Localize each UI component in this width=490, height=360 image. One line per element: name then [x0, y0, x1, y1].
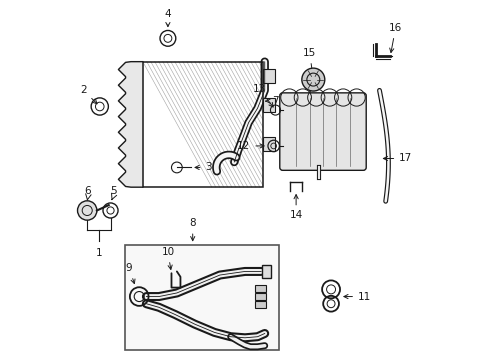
Bar [125, 244, 279, 350]
Text: 11: 11 [344, 292, 371, 302]
Polygon shape [119, 62, 143, 187]
Bar [263, 98, 275, 112]
Bar [143, 62, 263, 187]
Text: 15: 15 [303, 48, 317, 76]
Bar [263, 137, 275, 151]
Text: 3: 3 [195, 162, 212, 172]
Text: 4: 4 [165, 9, 171, 27]
Text: 8: 8 [190, 219, 196, 241]
Circle shape [77, 201, 97, 220]
Circle shape [302, 68, 325, 91]
Text: 7: 7 [266, 96, 278, 106]
Text: 12: 12 [237, 141, 264, 151]
Text: 9: 9 [126, 263, 135, 284]
Text: 16: 16 [389, 23, 402, 53]
Bar [255, 293, 266, 300]
Bar [255, 301, 266, 308]
Bar [263, 69, 275, 83]
Bar [255, 285, 266, 292]
Bar [262, 265, 271, 278]
FancyBboxPatch shape [280, 93, 366, 170]
Text: 6: 6 [85, 186, 91, 196]
Text: 5: 5 [110, 186, 116, 196]
Text: 13: 13 [253, 84, 273, 107]
Text: 14: 14 [290, 195, 303, 220]
Text: 10: 10 [161, 247, 174, 269]
Text: 1: 1 [96, 248, 102, 258]
Text: 2: 2 [80, 85, 97, 104]
Text: 17: 17 [383, 153, 413, 163]
